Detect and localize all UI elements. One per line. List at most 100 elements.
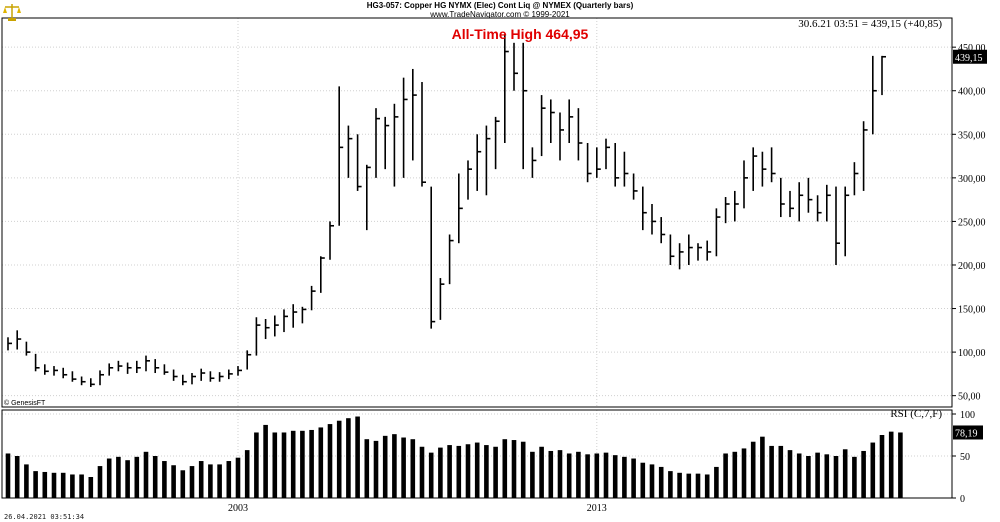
rsi-bar (272, 432, 278, 498)
rsi-bar (125, 460, 130, 498)
rsi-bar (382, 435, 388, 498)
rsi-bar (327, 424, 333, 498)
price-tick-label: 50,00 (958, 392, 981, 403)
price-tick-label: 400,00 (958, 87, 986, 98)
price-tick-label: 350,00 (958, 130, 986, 141)
scale-logo-icon (3, 4, 21, 21)
rsi-tick-label: 100 (960, 410, 975, 421)
rsi-bar (649, 464, 655, 498)
last-rsi-label: 78,19 (955, 428, 978, 439)
rsi-bar (456, 445, 462, 498)
price-tick-label: 300,00 (958, 174, 986, 185)
price-grid (2, 18, 952, 407)
rsi-bar (143, 451, 149, 498)
rsi-bar (116, 456, 121, 498)
rsi-bar (14, 456, 20, 498)
rsi-bar (189, 466, 195, 498)
rsi-bar (171, 465, 176, 498)
rsi-bar (888, 431, 894, 498)
rsi-bar (557, 450, 563, 498)
chart-title: HG3-057: Copper HG NYMX (Elec) Cont Liq … (366, 1, 634, 10)
rsi-label: RSI (C,7,F) (890, 408, 942, 420)
rsi-bar (51, 472, 57, 498)
rsi-bar (198, 461, 204, 498)
rsi-bar (585, 454, 590, 498)
rsi-bar (668, 471, 673, 498)
rsi-bar (612, 455, 618, 498)
rsi-bar (364, 439, 370, 498)
rsi-tick-label: 0 (960, 494, 965, 505)
ohlc-series (7, 34, 886, 387)
rsi-bar (658, 466, 664, 498)
rsi-bar (106, 458, 112, 498)
rsi-bar (465, 444, 471, 498)
rsi-bar (622, 456, 627, 498)
rsi-bar (484, 445, 489, 498)
rsi-bar (511, 440, 517, 498)
rsi-bar (806, 456, 811, 498)
rsi-bar (824, 454, 830, 498)
rsi-bar (438, 447, 443, 498)
rsi-bar (235, 457, 241, 498)
rsi-bar (760, 436, 765, 498)
rsi-bar (217, 464, 222, 498)
rsi-bar (677, 472, 682, 498)
rsi-bar (300, 430, 305, 498)
rsi-bar (474, 442, 480, 498)
rsi-bar (88, 477, 94, 498)
rsi-bar (539, 446, 544, 498)
rsi-bar (152, 456, 158, 498)
rsi-bar (336, 420, 342, 498)
rsi-bar (42, 471, 48, 498)
all-time-high-annotation: All-Time High 464,95 (451, 26, 589, 42)
rsi-bar (33, 471, 38, 498)
rsi-bar (318, 427, 324, 498)
rsi-bar (5, 453, 11, 498)
rsi-bar (778, 445, 784, 498)
rsi-series (5, 416, 903, 498)
rsi-bar (787, 450, 793, 498)
rsi-bar (373, 440, 379, 498)
rsi-bar (576, 451, 581, 498)
rsi-bar (309, 429, 314, 498)
rsi-bar (180, 470, 186, 498)
rsi-bar (603, 452, 609, 498)
rsi-bar (861, 450, 866, 498)
rsi-bar (281, 432, 287, 498)
rsi-bar (97, 466, 103, 498)
price-tick-label: 200,00 (958, 261, 986, 272)
rsi-bar (254, 432, 259, 498)
rsi-bar (208, 464, 213, 498)
rsi-bar (842, 449, 848, 498)
rsi-bar (769, 445, 774, 498)
rsi-panel-frame (1, 409, 953, 499)
rsi-bar (530, 451, 535, 498)
rsi-bar (410, 439, 416, 498)
rsi-bar (723, 453, 728, 498)
rsi-bar (566, 453, 572, 498)
x-tick-label: 2013 (587, 503, 607, 514)
rsi-bar (226, 461, 232, 498)
copyright-label: © GenesisFT (4, 400, 46, 407)
rsi-bar (502, 439, 508, 498)
timestamp-label: 26.04.2021 03:51:34 (4, 513, 85, 521)
rsi-bar (898, 432, 903, 498)
rsi-bar (392, 434, 397, 498)
last-price-readout: 30.6.21 03:51 = 439,15 (+40,85) (798, 18, 942, 30)
rsi-bar (60, 472, 66, 498)
rsi-tick-label: 50 (960, 452, 970, 463)
last-rsi-box (953, 425, 983, 440)
rsi-bar (134, 456, 140, 498)
rsi-bar (548, 450, 554, 498)
rsi-bar (750, 441, 756, 498)
rsi-bar (70, 474, 75, 498)
rsi-bar (162, 461, 167, 498)
rsi-bar (79, 474, 84, 498)
rsi-bar (346, 418, 351, 498)
rsi-bar (290, 430, 296, 498)
rsi-bar (493, 446, 498, 498)
rsi-bar (594, 453, 600, 498)
rsi-bar (879, 435, 885, 498)
rsi-bar (741, 448, 747, 498)
